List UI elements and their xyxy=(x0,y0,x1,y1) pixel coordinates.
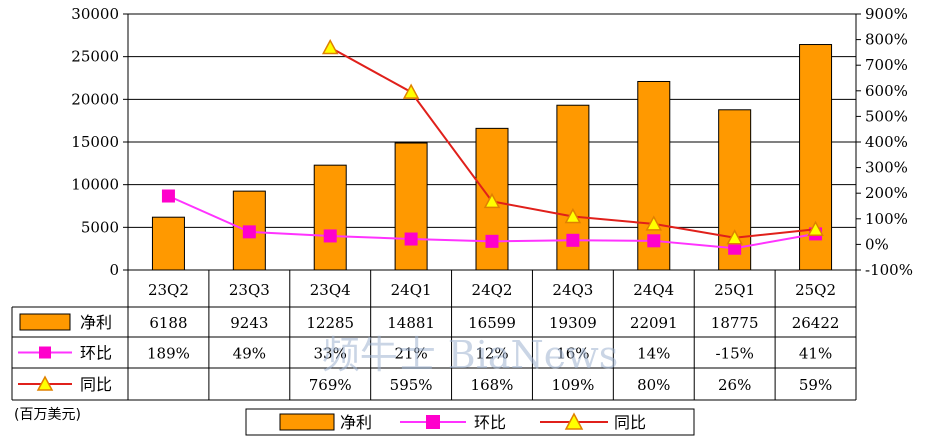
qoq-point-23Q4 xyxy=(323,229,337,243)
left-axis-tick-label: 20000 xyxy=(71,90,119,108)
right-axis-tick-label: 800% xyxy=(865,31,908,49)
data-label-环比-24Q3: 16% xyxy=(556,345,589,363)
qoq-point-23Q3 xyxy=(242,225,256,239)
legend-label-yoy: 同比 xyxy=(614,413,646,432)
category-label-23Q3: 23Q3 xyxy=(229,281,270,299)
watermark: 频牛士 BiaNews xyxy=(322,333,619,377)
data-label-环比-24Q2: 12% xyxy=(475,345,508,363)
category-label-23Q4: 23Q4 xyxy=(310,281,351,299)
yoy-point-25Q2 xyxy=(807,220,824,237)
data-label-同比-23Q4: 769% xyxy=(309,376,352,394)
data-label-同比-24Q4: 80% xyxy=(637,376,670,394)
left-axis-tick-label: 0 xyxy=(109,261,119,279)
data-label-环比-23Q4: 33% xyxy=(314,345,347,363)
legend-key-qoq-marker xyxy=(426,415,440,429)
data-label-净利-23Q2: 6188 xyxy=(149,314,187,332)
category-label-24Q4: 24Q4 xyxy=(633,281,674,299)
yoy-point-23Q4 xyxy=(321,38,339,55)
bar-23Q2 xyxy=(151,216,185,271)
category-label-24Q1: 24Q1 xyxy=(391,281,432,299)
legend-label-net-profit: 净利 xyxy=(340,413,372,432)
legend-key-bar xyxy=(279,413,335,431)
category-label-25Q1: 25Q1 xyxy=(714,281,755,299)
qoq-point-24Q3 xyxy=(566,233,580,247)
right-axis-tick-label: 900% xyxy=(865,5,908,23)
data-label-环比-25Q1: -15% xyxy=(715,345,753,363)
table-key-qoq-marker xyxy=(39,346,51,359)
bar-24Q1 xyxy=(394,142,428,271)
table-key-yoy-marker xyxy=(36,375,54,391)
right-axis-tick-label: 300% xyxy=(865,159,908,177)
category-label-24Q3: 24Q3 xyxy=(552,281,593,299)
category-label-23Q2: 23Q2 xyxy=(148,281,189,299)
bar-23Q4 xyxy=(313,164,347,271)
left-axis-tick-label: 25000 xyxy=(71,48,119,66)
data-label-净利-24Q4: 22091 xyxy=(630,314,678,332)
left-axis-tick-label: 15000 xyxy=(71,133,119,151)
qoq-point-23Q2 xyxy=(161,189,175,203)
data-label-同比-25Q2: 59% xyxy=(799,376,832,394)
data-label-同比-24Q1: 595% xyxy=(390,376,433,394)
legend-key-yoy-marker xyxy=(564,412,584,430)
data-label-同比-25Q1: 26% xyxy=(718,376,751,394)
qoq-point-24Q4 xyxy=(647,234,661,248)
data-label-净利-25Q1: 18775 xyxy=(711,314,759,332)
right-axis-tick-label: 700% xyxy=(865,56,908,74)
table-row-header-net-profit: 净利 xyxy=(80,313,112,332)
table-row-header-qoq: 环比 xyxy=(80,344,112,363)
data-label-净利-23Q4: 12285 xyxy=(306,314,354,332)
right-axis-tick-label: 500% xyxy=(865,107,908,125)
data-label-净利-23Q3: 9243 xyxy=(230,314,268,332)
left-axis-tick-label: 10000 xyxy=(71,176,119,194)
right-axis-tick-label: 0% xyxy=(865,235,889,253)
data-label-环比-23Q2: 189% xyxy=(147,345,190,363)
left-axis-tick-label: 5000 xyxy=(81,218,119,236)
qoq-point-24Q1 xyxy=(404,232,418,246)
table-key-bar xyxy=(19,313,71,331)
data-label-环比-24Q1: 21% xyxy=(394,345,427,363)
yoy-point-24Q2 xyxy=(483,192,501,209)
category-label-25Q2: 25Q2 xyxy=(795,281,836,299)
right-axis-tick-label: -100% xyxy=(865,261,913,279)
data-label-环比-24Q4: 14% xyxy=(637,345,670,363)
yoy-point-25Q1 xyxy=(726,229,743,245)
data-label-净利-24Q3: 19309 xyxy=(549,314,597,332)
unit-label: (百万美元) xyxy=(14,407,81,423)
legend-label-qoq: 环比 xyxy=(474,413,506,432)
yoy-point-24Q3 xyxy=(564,207,582,224)
data-label-环比-25Q2: 41% xyxy=(799,345,832,363)
data-label-同比-24Q3: 109% xyxy=(551,376,594,394)
category-label-24Q2: 24Q2 xyxy=(472,281,513,299)
qoq-point-24Q2 xyxy=(485,234,499,248)
left-axis-tick-label: 30000 xyxy=(71,5,119,23)
yoy-point-24Q1 xyxy=(402,83,420,99)
right-axis-tick-label: 100% xyxy=(865,210,908,228)
right-axis-tick-label: 400% xyxy=(865,133,908,151)
right-axis-tick-label: 600% xyxy=(865,82,908,100)
data-label-净利-24Q1: 14881 xyxy=(387,314,435,332)
table-row-header-yoy: 同比 xyxy=(80,375,112,394)
right-axis-tick-label: 200% xyxy=(865,184,908,202)
data-label-环比-23Q3: 49% xyxy=(233,345,266,363)
data-label-净利-25Q2: 26422 xyxy=(792,314,840,332)
yoy-point-24Q4 xyxy=(645,215,663,231)
data-label-同比-24Q2: 168% xyxy=(471,376,514,394)
data-label-净利-24Q2: 16599 xyxy=(468,314,516,332)
